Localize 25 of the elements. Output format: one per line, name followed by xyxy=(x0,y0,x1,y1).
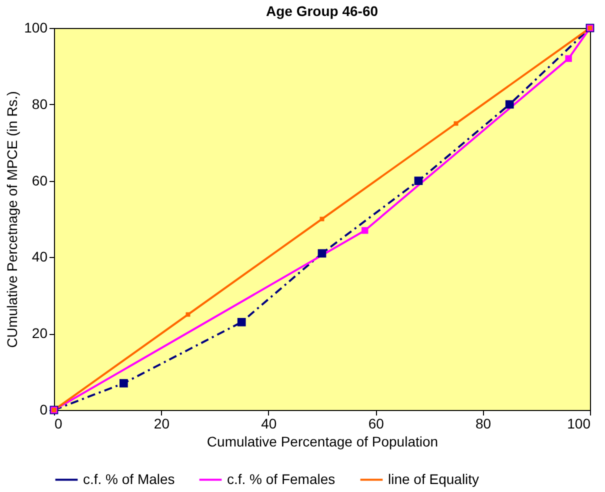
chart-title: Age Group 46-60 xyxy=(266,3,378,19)
y-tick-label: 100 xyxy=(24,20,48,36)
y-tick-label: 0 xyxy=(40,402,48,418)
point xyxy=(362,227,368,234)
y-tick-label: 60 xyxy=(32,172,48,188)
legend-label: c.f. % of Females xyxy=(227,470,336,487)
y-axis-title: CUmulative Percetnage of MPCE (in Rs.) xyxy=(4,91,20,348)
x-tick-label: 40 xyxy=(261,416,277,432)
legend-label: c.f. % of Males xyxy=(83,470,175,487)
point xyxy=(318,249,326,258)
y-tick-label: 80 xyxy=(32,96,48,112)
point xyxy=(237,318,246,326)
point xyxy=(565,55,572,62)
x-tick-label: 0 xyxy=(54,416,62,432)
x-tick-label: 20 xyxy=(154,416,170,432)
y-tick-label: 40 xyxy=(32,248,48,265)
x-tick-label: 60 xyxy=(368,416,384,432)
x-axis-title: Cumulative Percentage of Population xyxy=(206,434,438,450)
point xyxy=(414,176,423,185)
legend-label: line of Equality xyxy=(388,470,480,487)
y-tick-label: 20 xyxy=(32,325,48,342)
x-tick-label: 100 xyxy=(567,416,591,432)
point xyxy=(505,100,514,109)
point xyxy=(119,379,128,388)
x-tick-label: 80 xyxy=(476,416,492,432)
